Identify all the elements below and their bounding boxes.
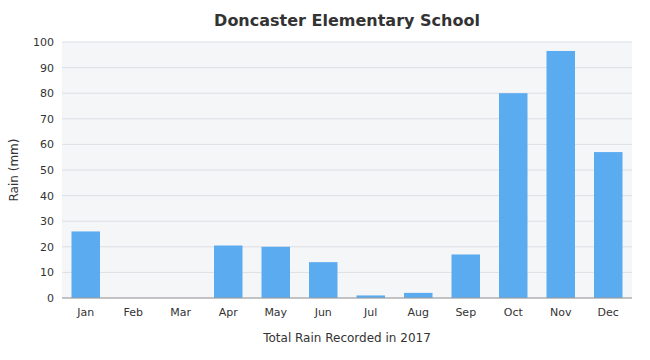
x-axis-line	[62, 298, 632, 299]
tick-label: 100	[33, 36, 54, 49]
tick-label: 90	[40, 62, 54, 75]
tick-label: 20	[40, 241, 54, 254]
bar	[262, 247, 291, 298]
tick-label: May	[264, 306, 287, 319]
tick-label: Jan	[76, 306, 94, 319]
tick-label: Jun	[314, 306, 332, 319]
grid-line	[62, 42, 632, 43]
chart: 0 10 20 30 40 50 60 70 80 90 100 Jan Feb Mar Apr May Jun…	[0, 0, 650, 360]
bars	[72, 51, 623, 298]
tick-label: 10	[40, 266, 54, 279]
tick-label: 60	[40, 138, 54, 151]
bar	[499, 93, 528, 298]
x-axis-label: Total Rain Recorded in 2017	[262, 331, 431, 345]
tick-label: 80	[40, 87, 54, 100]
tick-label: Feb	[124, 306, 143, 319]
bar	[594, 152, 623, 298]
tick-label: 30	[40, 215, 54, 228]
tick-label: Aug	[408, 306, 429, 319]
title: Doncaster Elementary School	[214, 11, 480, 30]
tick-label: Dec	[598, 306, 619, 319]
tick-label: Oct	[504, 306, 524, 319]
bar	[547, 51, 576, 298]
tick-label: 50	[40, 164, 54, 177]
tick-label: Apr	[219, 306, 239, 319]
plot-area	[62, 42, 632, 298]
tick-label: Sep	[455, 306, 476, 319]
bar	[72, 231, 101, 298]
bar	[452, 254, 481, 298]
tick-label: 40	[40, 190, 54, 203]
grid-line	[62, 298, 632, 299]
y-axis-label: Rain (mm)	[7, 139, 21, 202]
bar	[309, 262, 338, 298]
bar	[404, 293, 433, 298]
tick-label: Jul	[363, 306, 377, 319]
tick-label: Mar	[170, 306, 191, 319]
tick-label: 70	[40, 113, 54, 126]
tick-label: Nov	[550, 306, 572, 319]
y-axis: 0 10 20 30 40 50 60 70 80 90 100	[33, 36, 632, 305]
tick-label: 0	[47, 292, 54, 305]
bar	[214, 246, 243, 298]
x-axis: Jan Feb Mar Apr May Jun Jul Aug Sep Oct Nov Dec	[76, 306, 619, 319]
